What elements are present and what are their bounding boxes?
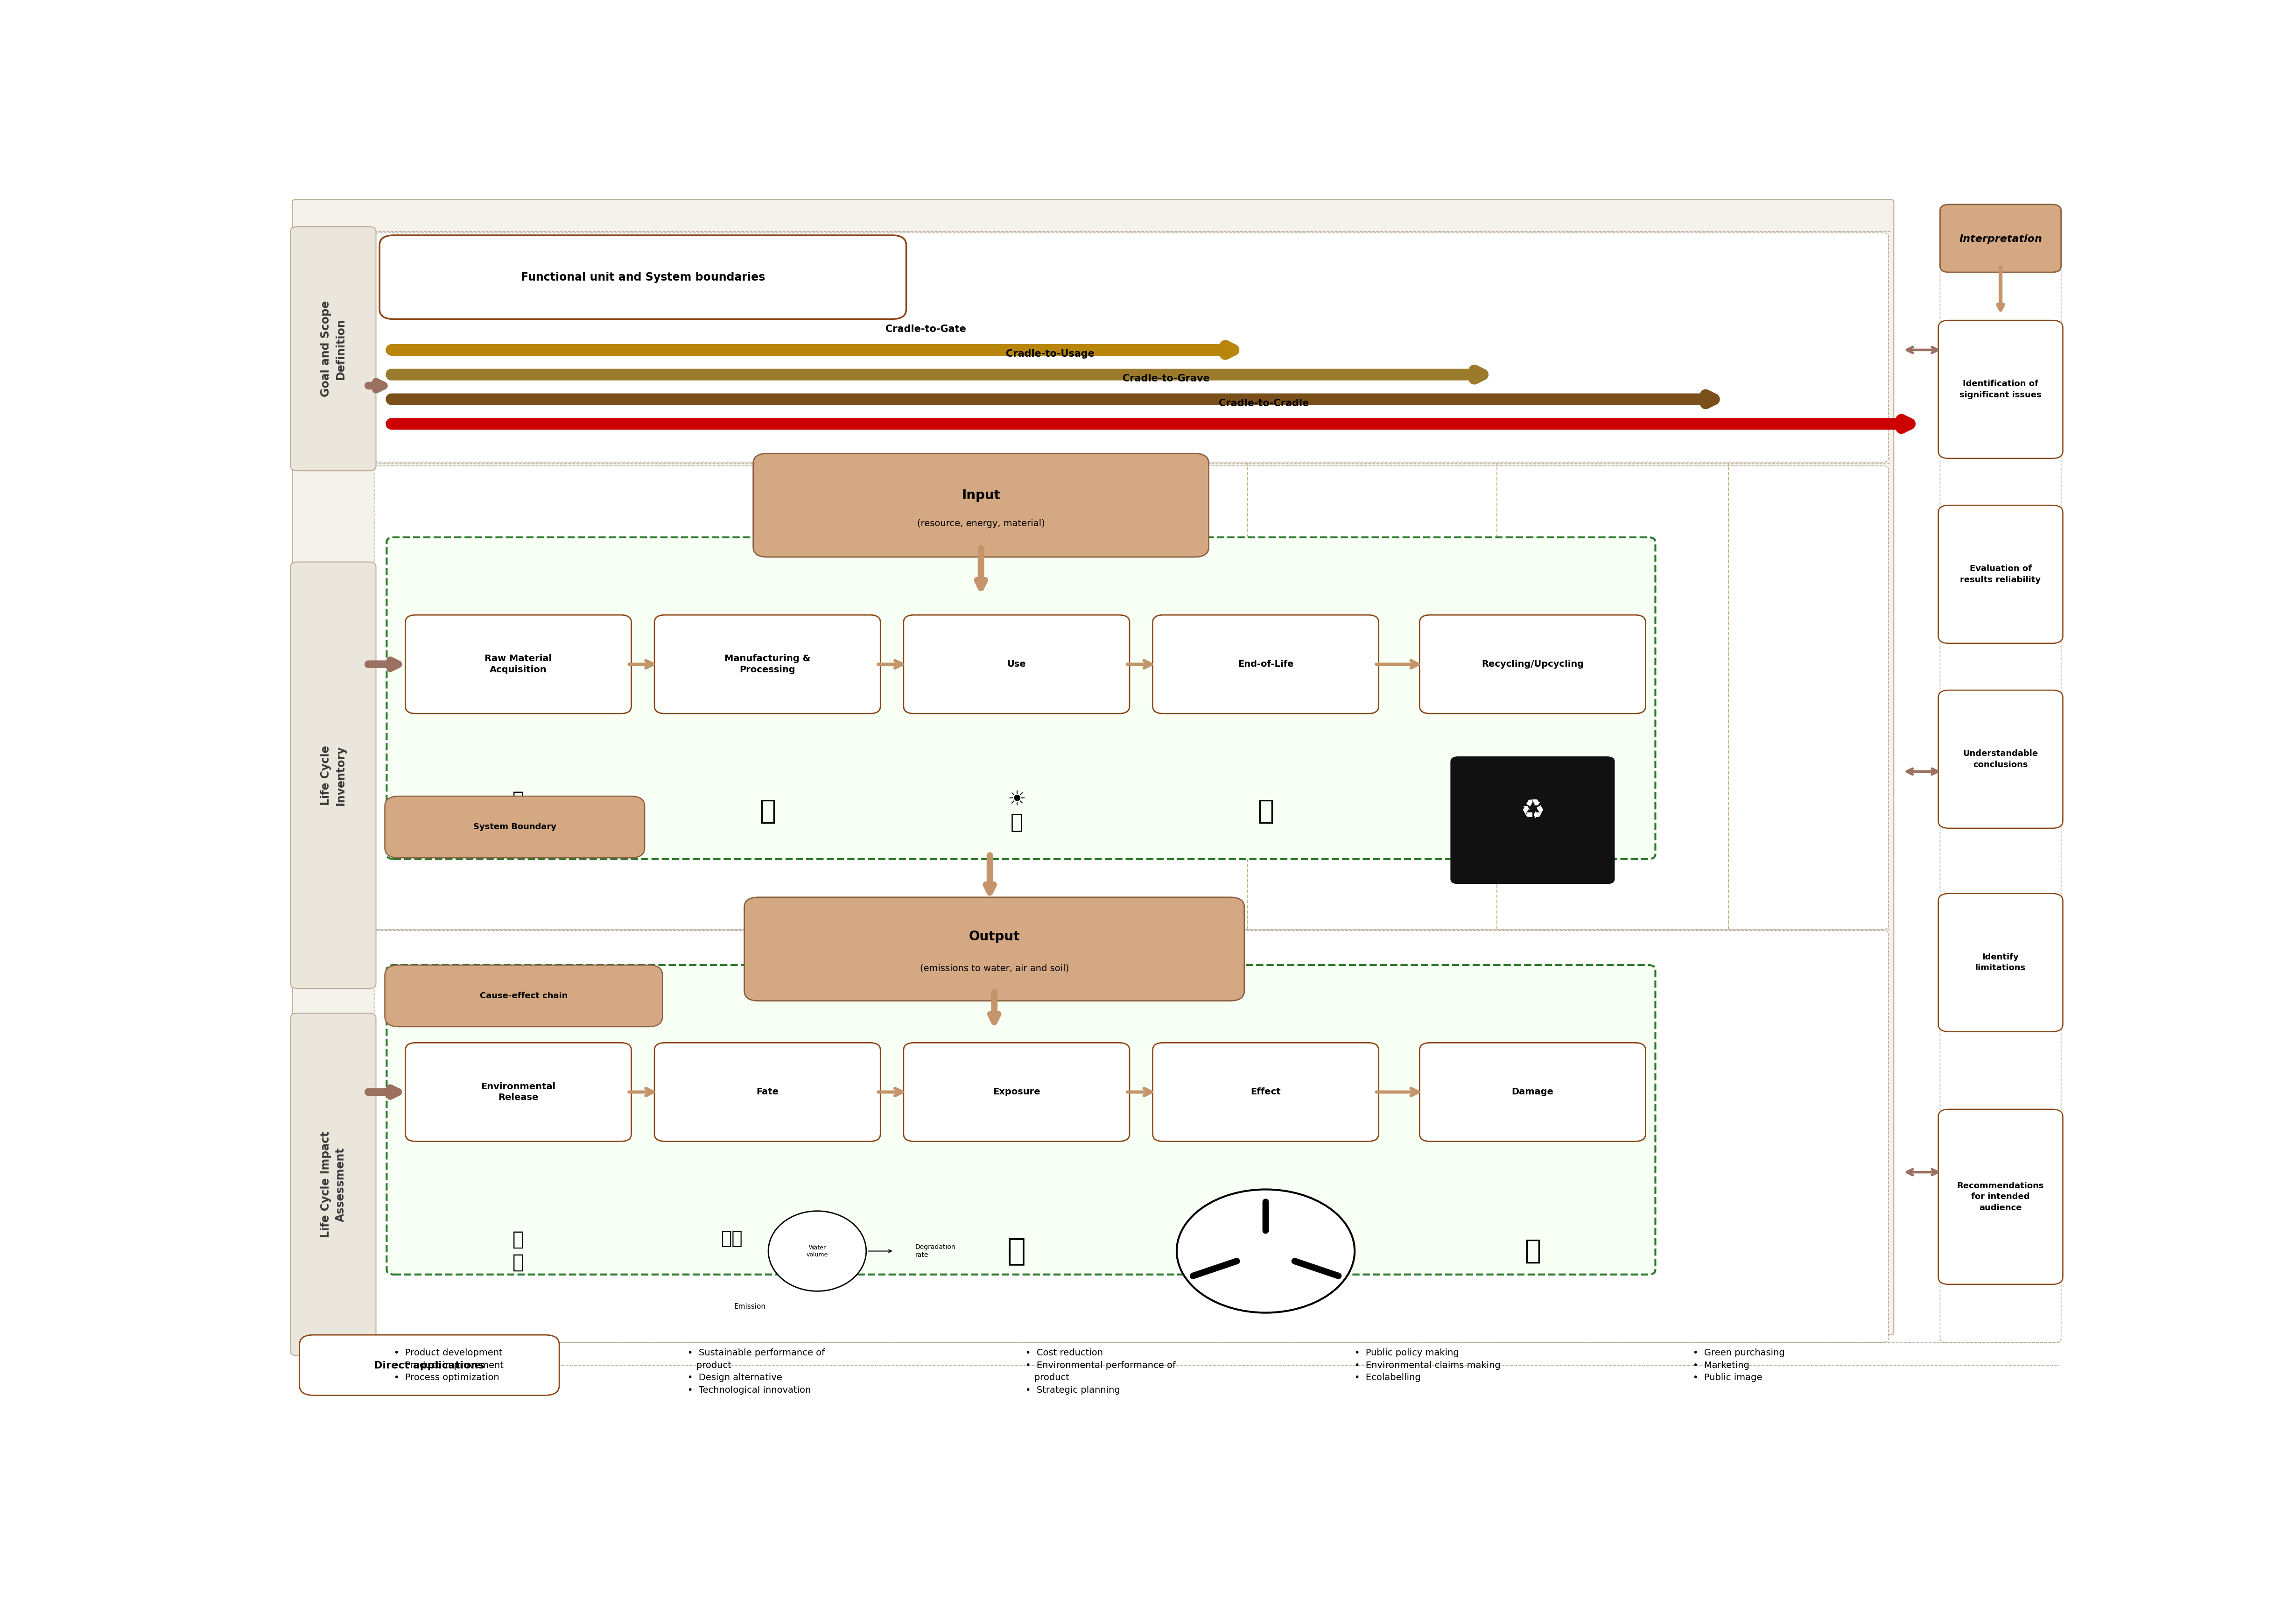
FancyBboxPatch shape xyxy=(374,466,1887,929)
Text: •  Sustainable performance of
   product
•  Design alternative
•  Technological : • Sustainable performance of product • D… xyxy=(687,1348,824,1394)
FancyBboxPatch shape xyxy=(753,453,1208,557)
FancyBboxPatch shape xyxy=(298,1335,560,1396)
Text: •  Public policy making
•  Environmental claims making
•  Ecolabelling: • Public policy making • Environmental c… xyxy=(1355,1348,1502,1382)
Text: Exposure: Exposure xyxy=(992,1087,1040,1097)
Text: 📊: 📊 xyxy=(1525,1238,1541,1265)
FancyBboxPatch shape xyxy=(1153,1042,1378,1142)
FancyBboxPatch shape xyxy=(1940,205,2062,272)
Text: ☀
🔋: ☀ 🔋 xyxy=(1008,789,1026,833)
FancyBboxPatch shape xyxy=(386,538,1655,860)
FancyBboxPatch shape xyxy=(1938,320,2062,458)
Text: Recommendations
for intended
audience: Recommendations for intended audience xyxy=(1956,1182,2043,1212)
FancyBboxPatch shape xyxy=(292,562,377,988)
Text: Interpretation: Interpretation xyxy=(1958,234,2041,243)
Text: Goal and Scope
Definition: Goal and Scope Definition xyxy=(319,301,347,397)
Text: Cradle-to-Cradle: Cradle-to-Cradle xyxy=(1219,399,1309,408)
FancyBboxPatch shape xyxy=(905,615,1130,714)
Text: (emissions to water, air and soil): (emissions to water, air and soil) xyxy=(921,964,1070,973)
FancyBboxPatch shape xyxy=(374,232,1887,463)
Text: •  Product development
•  Product improvement
•  Process optimization: • Product development • Product improvem… xyxy=(395,1348,503,1382)
FancyBboxPatch shape xyxy=(1938,893,2062,1031)
Ellipse shape xyxy=(769,1210,866,1290)
Text: System Boundary: System Boundary xyxy=(473,823,556,831)
Text: Cradle-to-Grave: Cradle-to-Grave xyxy=(1123,375,1210,383)
Text: Raw Material
Acquisition: Raw Material Acquisition xyxy=(484,655,551,674)
FancyBboxPatch shape xyxy=(1419,615,1646,714)
Text: Functional unit and System boundaries: Functional unit and System boundaries xyxy=(521,272,765,283)
Text: 🏭: 🏭 xyxy=(760,797,776,825)
FancyBboxPatch shape xyxy=(292,1013,377,1356)
FancyBboxPatch shape xyxy=(1938,506,2062,644)
Text: 🗑: 🗑 xyxy=(1258,797,1274,825)
FancyBboxPatch shape xyxy=(744,897,1244,1001)
Text: Evaluation of
results reliability: Evaluation of results reliability xyxy=(1961,565,2041,584)
Text: (resource, energy, material): (resource, energy, material) xyxy=(916,519,1045,528)
Text: 🧍: 🧍 xyxy=(1008,1236,1026,1266)
FancyBboxPatch shape xyxy=(1938,1109,2062,1284)
Text: Use: Use xyxy=(1008,660,1026,669)
Text: •  Cost reduction
•  Environmental performance of
   product
•  Strategic planni: • Cost reduction • Environmental perform… xyxy=(1026,1348,1176,1394)
FancyBboxPatch shape xyxy=(905,1042,1130,1142)
FancyBboxPatch shape xyxy=(406,1042,631,1142)
FancyBboxPatch shape xyxy=(374,930,1887,1342)
FancyBboxPatch shape xyxy=(386,965,1655,1274)
FancyBboxPatch shape xyxy=(386,796,645,858)
Circle shape xyxy=(1178,1190,1355,1313)
FancyBboxPatch shape xyxy=(1938,690,2062,828)
Text: Degradation
rate: Degradation rate xyxy=(916,1244,955,1258)
Text: Effect: Effect xyxy=(1251,1087,1281,1097)
FancyBboxPatch shape xyxy=(292,200,1894,1335)
FancyBboxPatch shape xyxy=(1419,1042,1646,1142)
FancyBboxPatch shape xyxy=(654,615,879,714)
Text: Output: Output xyxy=(969,930,1019,943)
Text: •  Green purchasing
•  Marketing
•  Public image: • Green purchasing • Marketing • Public … xyxy=(1692,1348,1784,1382)
Text: Fate: Fate xyxy=(755,1087,778,1097)
Text: End-of-Life: End-of-Life xyxy=(1238,660,1293,669)
FancyBboxPatch shape xyxy=(379,235,907,319)
FancyBboxPatch shape xyxy=(1153,615,1378,714)
Text: Damage: Damage xyxy=(1511,1087,1554,1097)
Text: ⛏
🌲: ⛏ 🌲 xyxy=(512,789,523,833)
Text: 🔧💧: 🔧💧 xyxy=(721,1230,744,1247)
FancyBboxPatch shape xyxy=(1940,232,2062,1342)
FancyBboxPatch shape xyxy=(386,965,664,1026)
Text: Direct applications: Direct applications xyxy=(374,1361,484,1370)
Text: Identify
limitations: Identify limitations xyxy=(1975,953,2025,972)
Text: Life Cycle Impact
Assessment: Life Cycle Impact Assessment xyxy=(319,1132,347,1238)
Text: Cause-effect chain: Cause-effect chain xyxy=(480,991,567,1001)
FancyBboxPatch shape xyxy=(654,1042,879,1142)
Text: Cradle-to-Gate: Cradle-to-Gate xyxy=(886,325,967,335)
Text: Understandable
conclusions: Understandable conclusions xyxy=(1963,749,2039,768)
FancyBboxPatch shape xyxy=(1451,757,1614,884)
Text: Recycling/Upcycling: Recycling/Upcycling xyxy=(1481,660,1584,669)
Text: 🏭
💧: 🏭 💧 xyxy=(512,1230,523,1273)
Text: Input: Input xyxy=(962,488,1001,501)
Text: Life Cycle
Inventory: Life Cycle Inventory xyxy=(319,744,347,805)
Text: Manufacturing &
Processing: Manufacturing & Processing xyxy=(723,655,810,674)
Text: Identification of
significant issues: Identification of significant issues xyxy=(1958,379,2041,399)
Text: Water
volume: Water volume xyxy=(806,1244,829,1258)
Text: ♻: ♻ xyxy=(1520,797,1545,825)
Text: Emission: Emission xyxy=(735,1303,765,1310)
Text: Cradle-to-Usage: Cradle-to-Usage xyxy=(1006,349,1095,359)
Text: Environmental
Release: Environmental Release xyxy=(480,1082,556,1101)
FancyBboxPatch shape xyxy=(292,227,377,471)
FancyBboxPatch shape xyxy=(406,615,631,714)
